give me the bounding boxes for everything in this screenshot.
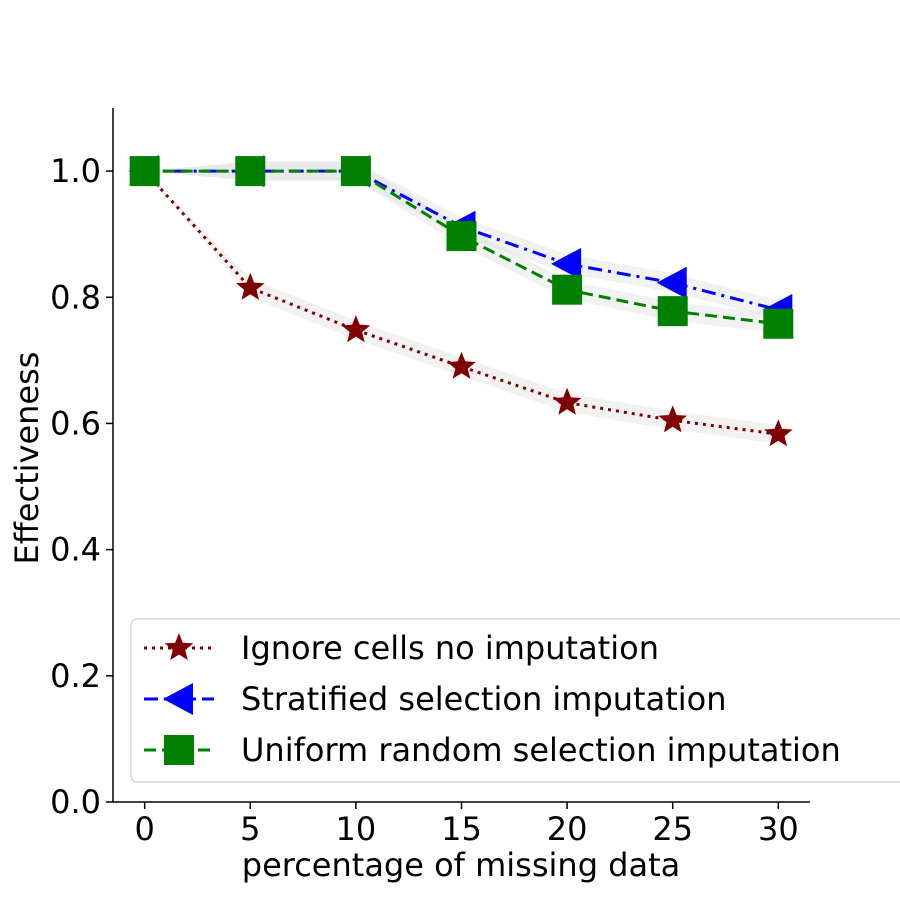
y-tick-label: 0.4 bbox=[50, 531, 101, 569]
axes bbox=[106, 108, 810, 809]
point-series-2-4 bbox=[552, 274, 583, 305]
point-series-2-0 bbox=[129, 156, 160, 187]
x-axis-title: percentage of missing data bbox=[242, 846, 681, 884]
y-tick-label: 0.2 bbox=[50, 657, 101, 695]
y-axis-title: Effectiveness bbox=[8, 352, 46, 565]
band-series-0 bbox=[144, 171, 779, 444]
x-tick-label: 0 bbox=[135, 810, 155, 848]
point-series-0-4 bbox=[552, 387, 582, 415]
point-series-2-5 bbox=[657, 296, 688, 327]
legend-marker bbox=[163, 683, 193, 715]
point-series-0-6 bbox=[764, 419, 793, 447]
x-tick-label: 20 bbox=[547, 810, 588, 848]
x-tick-label: 25 bbox=[652, 810, 693, 848]
point-series-2-6 bbox=[763, 308, 794, 339]
x-tick-label: 30 bbox=[758, 810, 799, 848]
point-series-1-5 bbox=[656, 266, 687, 299]
point-series-0-1 bbox=[236, 272, 265, 300]
y-tick-label: 0.6 bbox=[50, 404, 101, 442]
x-tick-label: 15 bbox=[441, 810, 482, 848]
point-series-0-3 bbox=[447, 351, 476, 379]
y-tick-label: 0.8 bbox=[50, 278, 101, 316]
x-tick-label: 10 bbox=[336, 810, 377, 848]
y-tick-label: 0.0 bbox=[50, 783, 101, 821]
legend-marker bbox=[164, 633, 194, 661]
legend-label: Ignore cells no imputation bbox=[241, 629, 659, 667]
series-markers bbox=[128, 155, 794, 447]
point-series-0-2 bbox=[341, 315, 371, 343]
legend-label: Stratified selection imputation bbox=[241, 680, 727, 718]
y-tick-label: 1.0 bbox=[50, 152, 101, 190]
point-series-1-4 bbox=[551, 247, 582, 280]
point-series-2-1 bbox=[235, 156, 266, 187]
point-series-2-2 bbox=[340, 156, 371, 187]
point-series-2-3 bbox=[446, 221, 477, 252]
legend: Ignore cells no imputation Stratified sel… bbox=[130, 618, 900, 783]
legend-marker bbox=[164, 735, 194, 765]
legend-label: Uniform random selection imputation bbox=[241, 731, 841, 769]
x-tick-label: 5 bbox=[240, 810, 260, 848]
tick-labels: 0 5 10 15 20 25 30 0.0 0.2 0.4 0.6 0.8 1.0 bbox=[50, 152, 799, 848]
band-series-1 bbox=[144, 161, 779, 320]
point-series-0-5 bbox=[658, 405, 687, 433]
legend-box bbox=[130, 618, 900, 783]
